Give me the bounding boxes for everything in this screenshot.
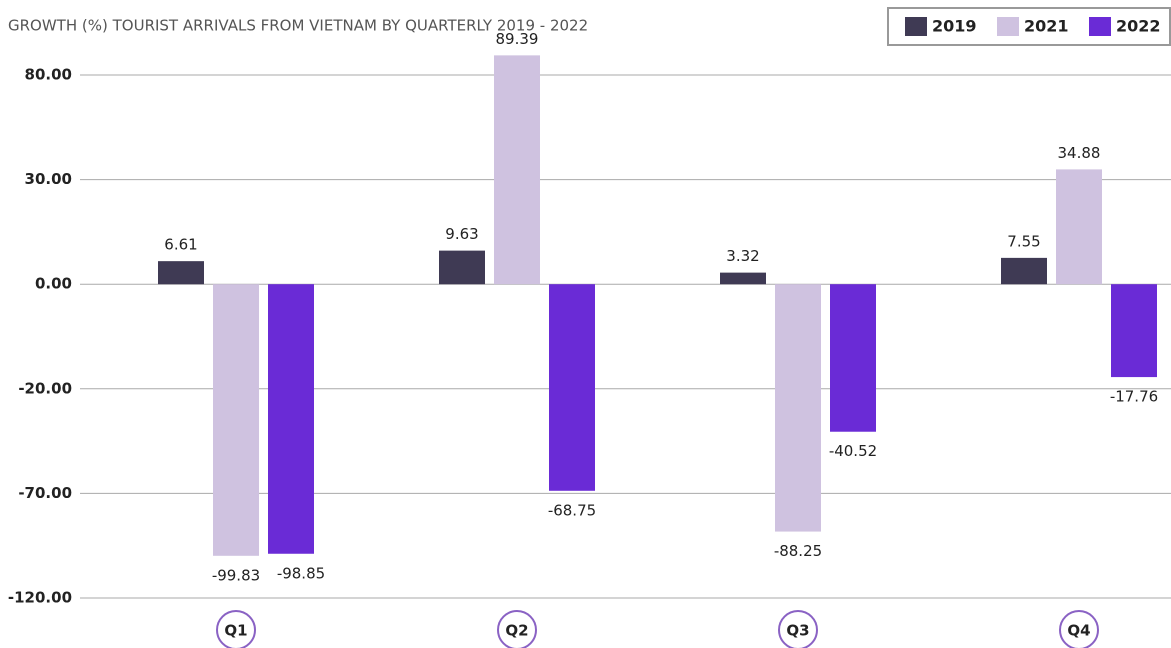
legend-label: 2019 [932,17,977,36]
chart-title: GROWTH (%) TOURIST ARRIVALS FROM VIETNAM… [8,17,588,35]
category-badge [778,610,818,648]
data-label: 34.88 [1058,144,1101,162]
x-tick-label: Q3 [786,622,809,640]
category-badge [216,610,256,648]
bar [439,250,485,285]
data-label: 7.55 [1007,232,1040,250]
bar [158,261,204,285]
category-badge [1059,610,1099,648]
bar [1111,284,1157,378]
bar [213,284,259,556]
x-tick-label: Q1 [224,622,247,640]
bar [1001,257,1047,285]
data-label: -68.75 [548,501,596,519]
legend-box [887,7,1171,46]
y-tick-label: -20.00 [18,379,72,397]
legend-swatch [1089,17,1111,36]
bar [720,272,766,285]
data-label: 9.63 [445,225,478,243]
y-tick-label: 0.00 [35,275,72,293]
x-tick-label: Q2 [505,622,528,640]
legend-swatch [905,17,927,36]
bar [549,284,595,491]
data-label: -88.25 [774,542,822,560]
y-tick-label: 80.00 [25,66,72,84]
data-label: -17.76 [1110,388,1158,406]
x-tick-label: Q4 [1067,622,1090,640]
y-tick-label: 30.00 [25,170,72,188]
legend-label: 2022 [1116,17,1161,36]
data-label: -99.83 [212,566,260,584]
data-label: -40.52 [829,442,877,460]
y-tick-label: -120.00 [8,589,72,607]
data-label: -98.85 [277,564,325,582]
data-label: 89.39 [496,30,539,48]
bar [494,55,540,285]
bar [775,284,821,532]
bar [268,284,314,554]
legend-label: 2021 [1024,17,1069,36]
legend-swatch [997,17,1019,36]
data-label: 6.61 [164,236,197,254]
category-badge [497,610,537,648]
y-tick-label: -70.00 [18,484,72,502]
data-label: 3.32 [726,247,759,265]
bar [1056,169,1102,285]
bar [830,284,876,432]
